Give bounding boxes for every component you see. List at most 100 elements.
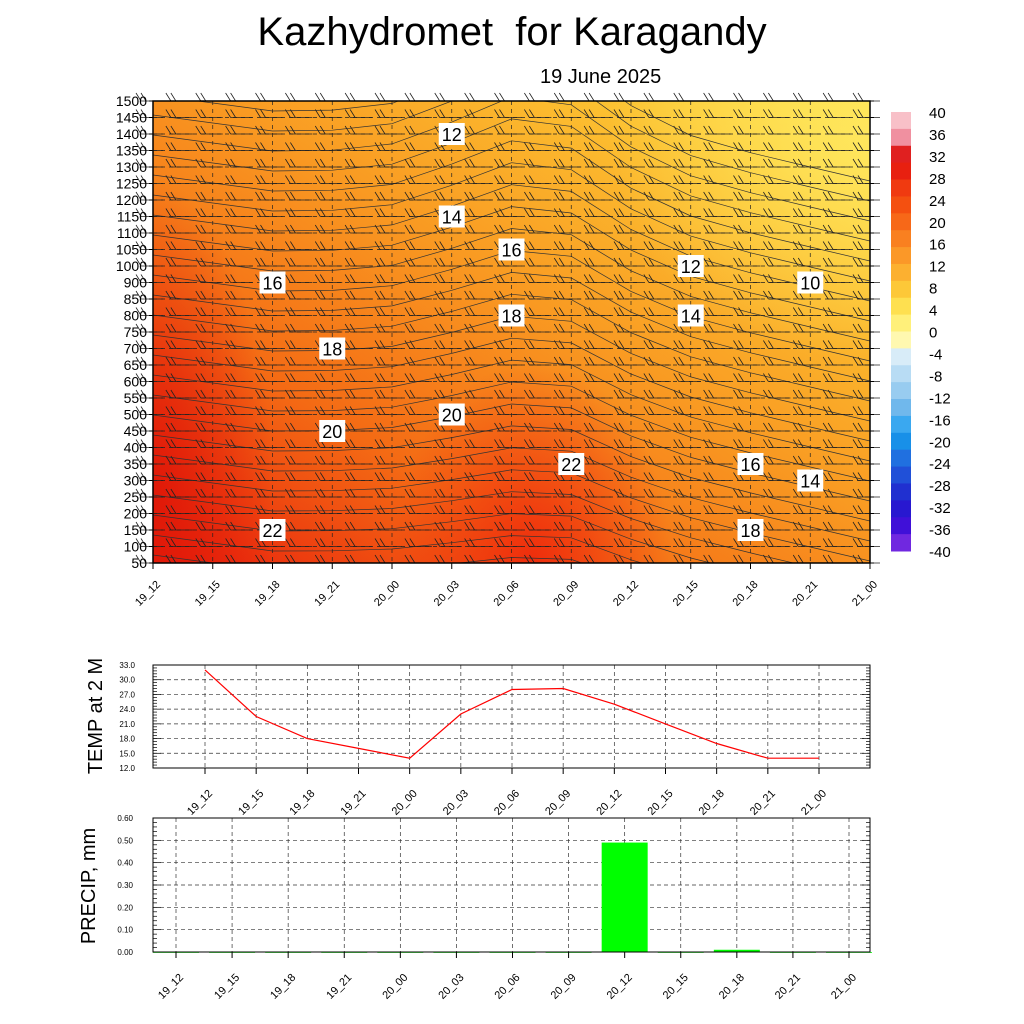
wind-barb	[553, 257, 582, 267]
colorbar-label: 36	[929, 127, 946, 144]
wind-barb	[374, 406, 402, 415]
wind-barb	[344, 109, 373, 118]
wind-barb	[404, 340, 432, 349]
wind-barb	[763, 505, 791, 514]
x-tick-label: 20_15	[661, 972, 691, 1002]
wind-barb	[643, 142, 671, 151]
wind-barb	[225, 538, 253, 547]
wind-barb	[822, 455, 851, 465]
wind-barb	[285, 92, 313, 102]
wind-barb	[195, 472, 223, 481]
wind-barb	[852, 257, 880, 267]
contour-label-text: 14	[681, 307, 701, 327]
contour-label-bg	[498, 304, 525, 327]
wind-barb	[195, 356, 223, 366]
wind-barb	[494, 191, 522, 201]
wind-barb	[852, 142, 880, 151]
x-tick-label: 20_21	[773, 972, 803, 1002]
wind-barb	[733, 175, 761, 184]
wind-barb	[165, 422, 193, 432]
wind-barb	[434, 290, 462, 300]
temp-grid	[153, 664, 870, 769]
colorbar-swatch	[891, 399, 911, 417]
wind-barb	[165, 340, 193, 349]
wind-barb	[583, 175, 612, 184]
wind-barb	[255, 125, 283, 135]
wind-barb	[643, 323, 671, 333]
temp-frame	[152, 664, 871, 769]
wind-barb	[613, 406, 641, 415]
colorbar-label: -4	[929, 346, 942, 363]
wind-barb	[703, 208, 731, 217]
wind-barb	[225, 290, 253, 300]
wind-barb	[195, 323, 223, 333]
wind-barb	[344, 521, 373, 531]
wind-barb	[583, 439, 612, 448]
wind-barb	[494, 439, 522, 448]
wind-barb	[792, 224, 821, 234]
wind-barb	[524, 158, 552, 168]
wind-barb	[643, 373, 671, 382]
y-tick-label: 15.0	[119, 749, 135, 758]
wind-barb	[792, 356, 821, 366]
wind-barb	[703, 488, 731, 498]
wind-barb	[553, 538, 582, 547]
wind-barb	[673, 224, 701, 234]
wind-barb	[285, 439, 313, 448]
wind-barb	[553, 224, 582, 234]
wind-barb	[255, 389, 283, 399]
contour-label: 16	[498, 238, 525, 261]
wind-barb	[583, 290, 612, 300]
y-tick-label: 550	[124, 390, 148, 406]
wind-barb	[703, 356, 731, 366]
wind-barb	[822, 208, 851, 217]
wind-barb	[852, 92, 880, 102]
wind-barb	[733, 290, 761, 300]
wind-barb	[524, 455, 552, 465]
wind-barb	[733, 109, 761, 118]
wind-barb	[434, 340, 462, 349]
wind-barb	[464, 356, 492, 366]
wind-barb	[225, 521, 253, 531]
wind-barb	[763, 455, 791, 465]
x-tick-label: 21_00	[829, 972, 859, 1002]
wind-barb	[464, 208, 492, 217]
contour-label-text: 18	[322, 340, 342, 360]
wind-barb	[494, 125, 522, 135]
wind-barb	[374, 356, 402, 366]
wind-barb	[374, 455, 402, 465]
wind-barb	[285, 422, 313, 432]
contour-label-text: 16	[262, 274, 282, 294]
wind-barb	[733, 340, 761, 349]
wind-barb	[225, 158, 253, 168]
wind-barb	[852, 340, 880, 349]
wind-barb	[733, 406, 761, 415]
x-tick-label: 20_18	[717, 972, 747, 1002]
wind-barb	[673, 356, 701, 366]
wind-barb	[494, 455, 522, 465]
colorbar-swatch	[891, 534, 911, 552]
wind-barb	[314, 505, 343, 514]
wind-barb	[314, 175, 343, 184]
x-tick-label: 20_18	[731, 579, 761, 609]
wind-barb	[583, 373, 612, 382]
wind-barb	[524, 488, 552, 498]
wind-barb	[464, 406, 492, 415]
wind-barb	[344, 488, 373, 498]
wind-barb	[494, 422, 522, 432]
wind-barb	[434, 274, 462, 283]
wind-barb	[792, 538, 821, 547]
wind-barb	[225, 307, 253, 316]
wind-barb	[703, 92, 731, 102]
wind-barb	[195, 521, 223, 531]
y-tick-label: 800	[124, 308, 148, 324]
wind-barb	[524, 307, 552, 316]
colorbar-label: -20	[929, 434, 951, 451]
wind-barb	[613, 488, 641, 498]
wind-barb	[792, 92, 821, 102]
wind-barb	[494, 175, 522, 184]
wind-barb	[374, 224, 402, 234]
y-tick-label: 27.0	[119, 690, 135, 699]
contour-label: 22	[558, 453, 585, 475]
precip-ylabel: PRECIP, mm	[78, 828, 100, 944]
